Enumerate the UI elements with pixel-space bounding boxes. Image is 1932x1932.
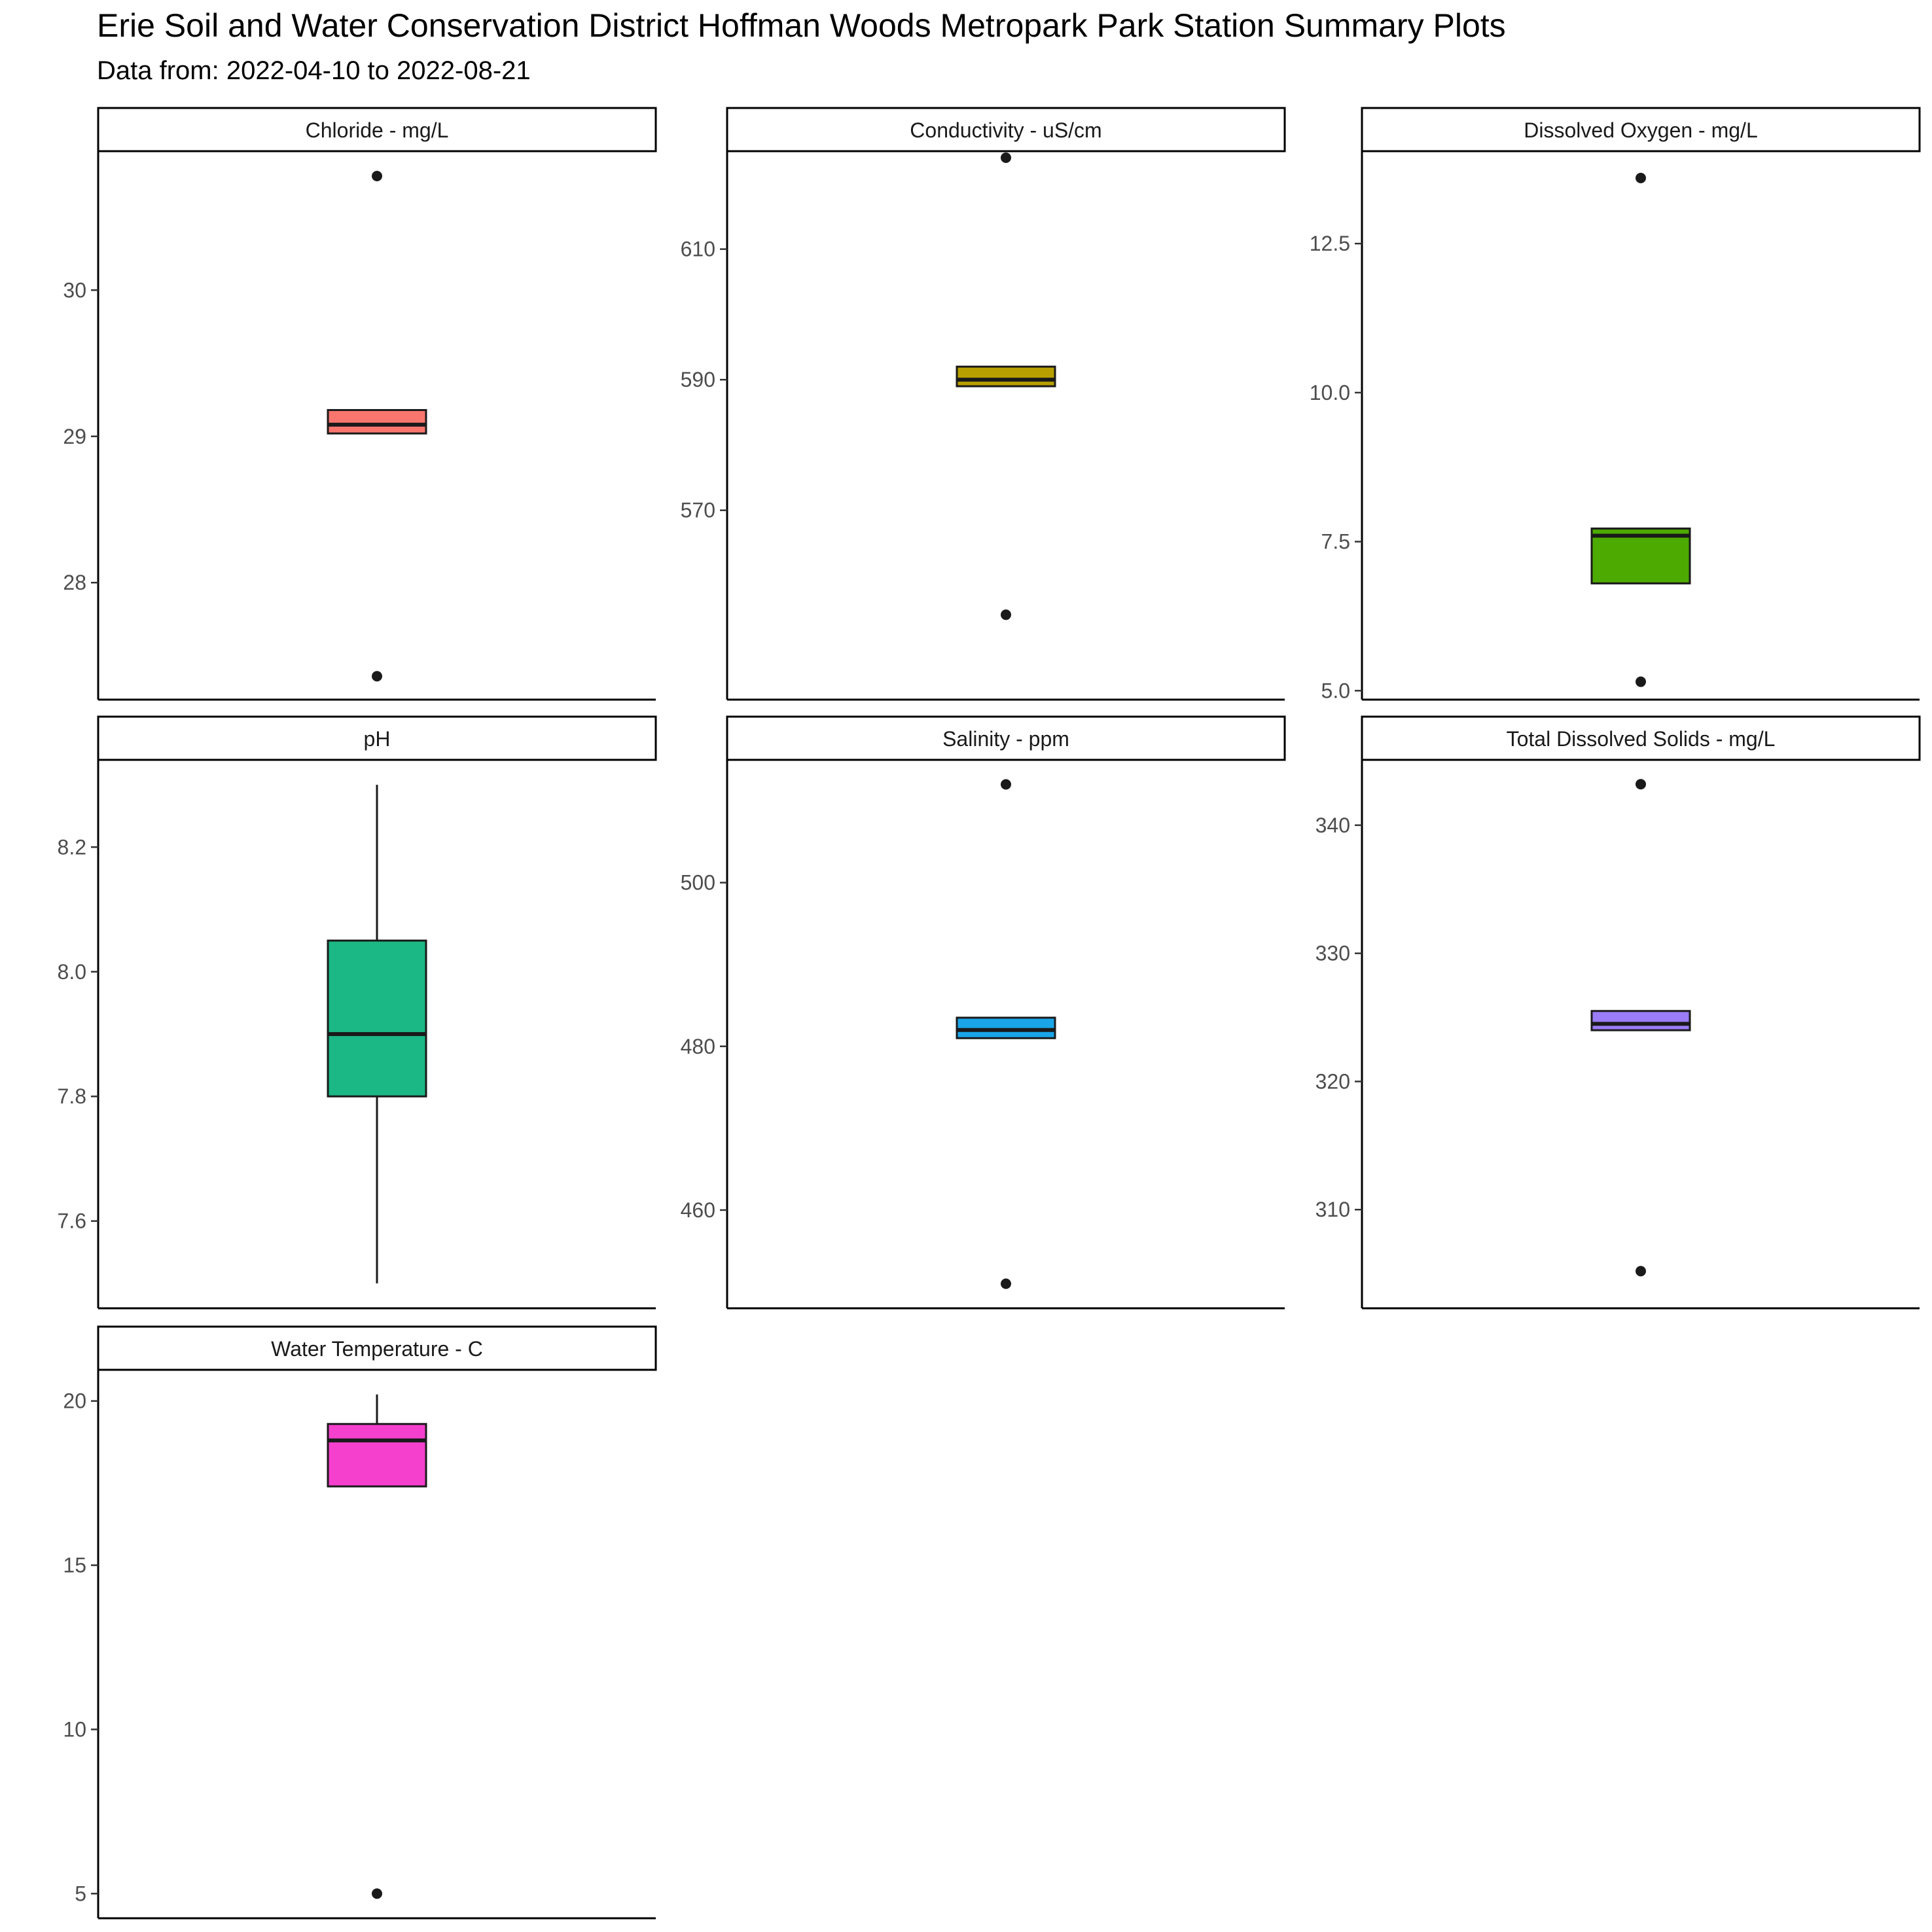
facet-strip [726, 107, 1286, 152]
box-iqr [956, 1016, 1056, 1039]
facet-panel: pH 7.6 7.8 8.0 8.2 [58, 715, 657, 1310]
facet-strip [97, 715, 657, 761]
y-tick-label: 610 [681, 238, 715, 261]
y-tick-label: 460 [681, 1198, 715, 1222]
y-tick-label: 570 [681, 499, 715, 522]
facet-strip-label: Salinity - ppm [942, 727, 1069, 751]
y-tick-label: 5 [75, 1882, 86, 1905]
facet-panel: Salinity - ppm 460 480 500 [681, 715, 1286, 1310]
facet-strip-label: Dissolved Oxygen - mg/L [1524, 118, 1757, 142]
outlier-point [1636, 1266, 1646, 1277]
y-tick-label: 7.5 [1321, 530, 1350, 554]
facet-panel: Chloride - mg/L 28 29 30 [63, 107, 657, 701]
y-tick-label: 8.2 [58, 835, 86, 859]
outlier-point [372, 170, 382, 181]
y-tick-label: 320 [1315, 1069, 1350, 1093]
y-tick-label: 500 [681, 871, 715, 895]
y-tick-label: 29 [63, 425, 86, 448]
y-tick-label: 10.0 [1310, 381, 1350, 404]
y-tick-label: 10 [63, 1717, 86, 1741]
y-tick-label: 8.0 [58, 960, 86, 984]
box-iqr [327, 939, 427, 1098]
y-tick-label: 330 [1315, 942, 1350, 965]
chart-title: Erie Soil and Water Conservation Distric… [97, 7, 1506, 44]
facet-strip-label: Water Temperature - C [271, 1337, 483, 1361]
y-tick-label: 7.8 [58, 1084, 86, 1108]
outlier-point [372, 1888, 382, 1899]
outlier-point [1001, 1278, 1011, 1289]
outlier-point [1636, 779, 1646, 790]
y-tick-label: 5.0 [1321, 679, 1350, 702]
facet-strip [97, 1325, 657, 1371]
y-tick-label: 15 [63, 1554, 86, 1577]
facet-strip-label: Total Dissolved Solids - mg/L [1507, 727, 1776, 751]
chart-subtitle: Data from: 2022-04-10 to 2022-08-21 [97, 56, 531, 85]
outlier-point [1001, 152, 1011, 163]
y-tick-label: 7.6 [58, 1209, 86, 1233]
facet-strip [726, 715, 1286, 761]
outlier-point [1636, 172, 1646, 183]
facet-panel: Water Temperature - C 5 10 15 20 [63, 1325, 657, 1920]
outlier-point [1001, 779, 1011, 790]
y-tick-label: 310 [1315, 1198, 1350, 1221]
facet-strip-label: Chloride - mg/L [306, 118, 449, 142]
facet-strip-label: Conductivity - uS/cm [910, 118, 1101, 142]
facet-strip [1361, 715, 1921, 761]
facet-strip [97, 107, 657, 152]
facet-panel: Dissolved Oxygen - mg/L 5.0 7.5 10.0 12.5 [1310, 107, 1921, 702]
y-tick-label: 30 [63, 278, 86, 302]
box-iqr [956, 365, 1056, 387]
outlier-point [1001, 609, 1011, 620]
y-tick-label: 12.5 [1310, 232, 1350, 255]
y-tick-label: 340 [1315, 814, 1350, 837]
facet-panel: Total Dissolved Solids - mg/L 310 320 330 34… [1315, 715, 1921, 1310]
facet-strip [1361, 107, 1921, 152]
box-iqr [1590, 528, 1691, 584]
box-iqr [1590, 1010, 1691, 1031]
facet-panel: Conductivity - uS/cm 570 590 610 [681, 107, 1286, 701]
y-tick-label: 480 [681, 1035, 715, 1058]
box-iqr [327, 409, 427, 435]
y-tick-label: 28 [63, 571, 86, 594]
outlier-point [1636, 676, 1646, 687]
box-iqr [327, 1423, 427, 1488]
y-tick-label: 590 [681, 368, 715, 391]
outlier-point [372, 671, 382, 682]
y-tick-label: 20 [63, 1389, 86, 1413]
facet-strip-label: pH [364, 727, 391, 751]
